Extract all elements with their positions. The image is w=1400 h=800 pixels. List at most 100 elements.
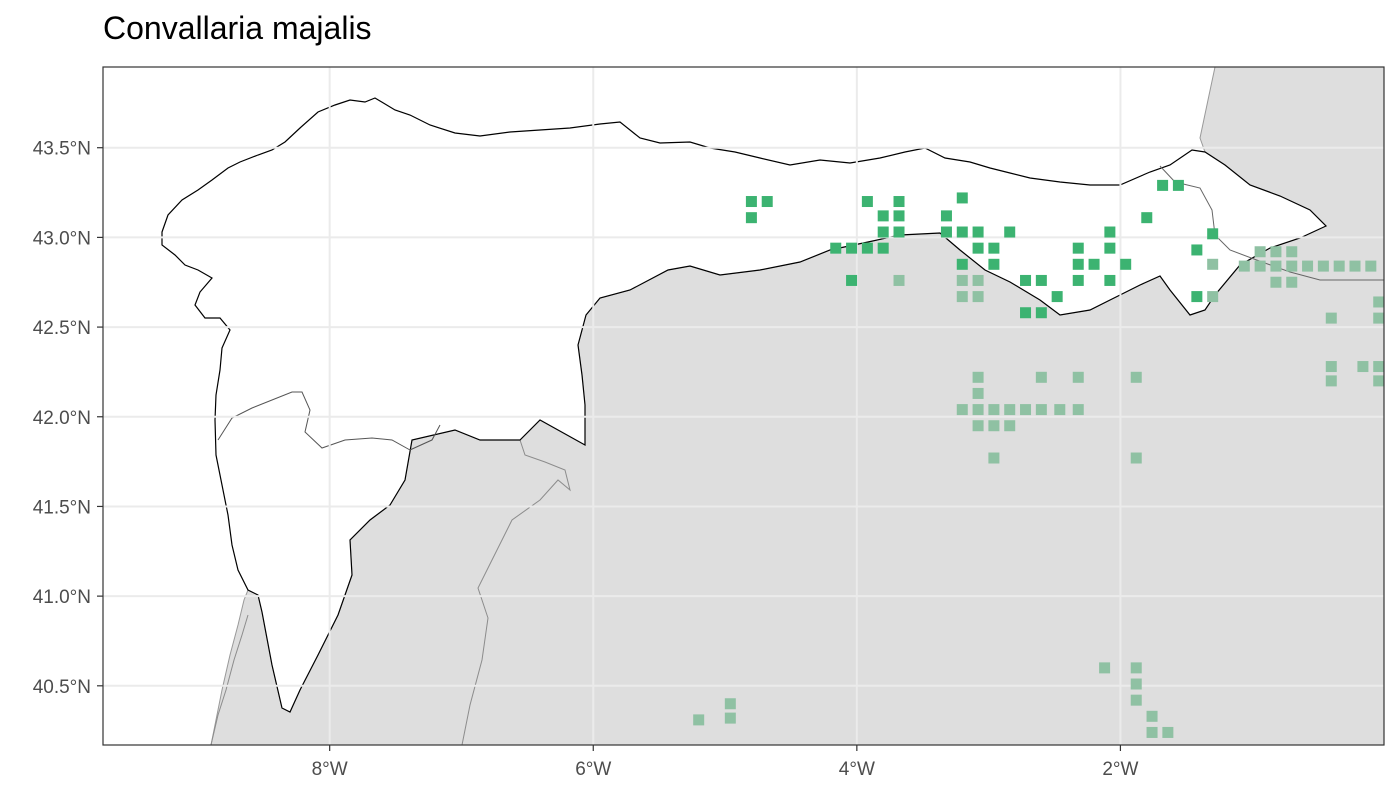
x-tick-label: 2°W	[1102, 759, 1138, 780]
occurrence-point-outside	[893, 274, 905, 286]
occurrence-point-inside	[830, 242, 842, 254]
occurrence-point-inside	[1172, 179, 1184, 191]
occurrence-points-inside	[745, 179, 1219, 319]
occurrence-point-outside	[956, 404, 968, 416]
occurrence-point-outside	[1162, 726, 1174, 738]
occurrence-point-inside	[877, 226, 889, 238]
occurrence-point-outside	[1254, 260, 1266, 272]
occurrence-point-inside	[745, 196, 757, 208]
occurrence-point-outside	[1373, 361, 1385, 373]
occurrence-point-inside	[1157, 179, 1169, 191]
occurrence-point-inside	[1020, 274, 1032, 286]
occurrence-point-inside	[1035, 307, 1047, 319]
occurrence-point-outside	[1004, 404, 1016, 416]
occurrence-point-inside	[1191, 244, 1203, 256]
occurrence-point-outside	[1146, 710, 1158, 722]
occurrence-point-outside	[972, 404, 984, 416]
occurrence-point-inside	[940, 210, 952, 222]
occurrence-point-outside	[1270, 246, 1282, 258]
occurrence-point-outside	[1286, 246, 1298, 258]
occurrence-point-outside	[1349, 260, 1361, 272]
occurrence-point-outside	[1373, 375, 1385, 387]
occurrence-point-outside	[1020, 404, 1032, 416]
occurrence-point-inside	[1072, 242, 1084, 254]
occurrence-point-outside	[1333, 260, 1345, 272]
occurrence-point-outside	[1373, 296, 1385, 308]
occurrence-point-outside	[1072, 371, 1084, 383]
y-tick-label: 43.0°N	[33, 228, 91, 249]
occurrence-point-outside	[1207, 258, 1219, 270]
occurrence-point-inside	[1120, 258, 1132, 270]
occurrence-point-outside	[1325, 312, 1337, 324]
occurrence-point-outside	[972, 371, 984, 383]
occurrence-point-outside	[1365, 260, 1377, 272]
occurrence-point-outside	[1286, 276, 1298, 288]
occurrence-point-inside	[846, 242, 858, 254]
occurrence-point-inside	[956, 258, 968, 270]
y-tick-label: 41.0°N	[33, 587, 91, 608]
occurrence-point-inside	[861, 196, 873, 208]
occurrence-point-outside	[972, 420, 984, 432]
occurrence-point-inside	[1207, 228, 1219, 240]
occurrence-point-outside	[1130, 694, 1142, 706]
occurrence-point-outside	[1130, 662, 1142, 674]
occurrence-point-outside	[1130, 452, 1142, 464]
x-tick-label: 8°W	[312, 759, 348, 780]
occurrence-point-inside	[972, 242, 984, 254]
occurrence-point-outside	[956, 291, 968, 303]
occurrence-point-outside	[972, 387, 984, 399]
x-tick-label: 4°W	[839, 759, 875, 780]
occurrence-point-outside	[1302, 260, 1314, 272]
occurrence-point-inside	[846, 274, 858, 286]
occurrence-point-inside	[877, 242, 889, 254]
y-tick-label: 43.5°N	[33, 139, 91, 160]
coast-line-south	[210, 614, 249, 745]
occurrence-point-outside	[1373, 312, 1385, 324]
occurrence-point-outside	[1072, 404, 1084, 416]
occurrence-point-outside	[1325, 375, 1337, 387]
occurrence-point-inside	[988, 258, 1000, 270]
occurrence-point-outside	[972, 291, 984, 303]
occurrence-point-inside	[940, 226, 952, 238]
province-border-east	[1159, 165, 1384, 281]
occurrence-point-outside	[724, 712, 736, 724]
occurrence-point-inside	[956, 192, 968, 204]
occurrence-point-inside	[1141, 212, 1153, 224]
y-axis: 43.5°N 43.0°N 42.5°N 42.0°N 41.5°N 41.0°N 40.5…	[33, 139, 103, 698]
occurrence-point-inside	[1191, 291, 1203, 303]
x-tick-label: 6°W	[575, 759, 611, 780]
y-tick-label: 40.5°N	[33, 677, 91, 698]
occurrence-point-outside	[988, 452, 1000, 464]
occurrence-point-outside	[1357, 361, 1369, 373]
occurrence-point-outside	[1130, 371, 1142, 383]
occurrence-point-inside	[1104, 242, 1116, 254]
occurrence-points-outside	[693, 246, 1385, 738]
occurrence-point-outside	[1270, 276, 1282, 288]
occurrence-point-inside	[988, 242, 1000, 254]
occurrence-point-inside	[1072, 274, 1084, 286]
occurrence-point-outside	[1146, 726, 1158, 738]
occurrence-point-inside	[893, 226, 905, 238]
occurrence-point-inside	[956, 226, 968, 238]
occurrence-point-outside	[1035, 371, 1047, 383]
occurrence-point-outside	[1254, 246, 1266, 258]
province-border	[461, 439, 571, 745]
occurrence-point-inside	[1088, 258, 1100, 270]
panel-border	[102, 66, 1385, 746]
occurrence-point-inside	[1104, 274, 1116, 286]
occurrence-point-inside	[745, 212, 757, 224]
occurrence-point-outside	[988, 404, 1000, 416]
y-tick-label: 41.5°N	[33, 497, 91, 518]
occurrence-point-inside	[1035, 274, 1047, 286]
occurrence-point-outside	[1130, 678, 1142, 690]
occurrence-point-outside	[693, 714, 705, 726]
occurrence-point-inside	[861, 242, 873, 254]
occurrence-point-outside	[1270, 260, 1282, 272]
occurrence-point-inside	[893, 196, 905, 208]
occurrence-point-outside	[1054, 404, 1066, 416]
occurrence-point-outside	[724, 698, 736, 710]
occurrence-point-inside	[1051, 291, 1063, 303]
occurrence-point-inside	[761, 196, 773, 208]
province-border-inner	[217, 391, 441, 451]
